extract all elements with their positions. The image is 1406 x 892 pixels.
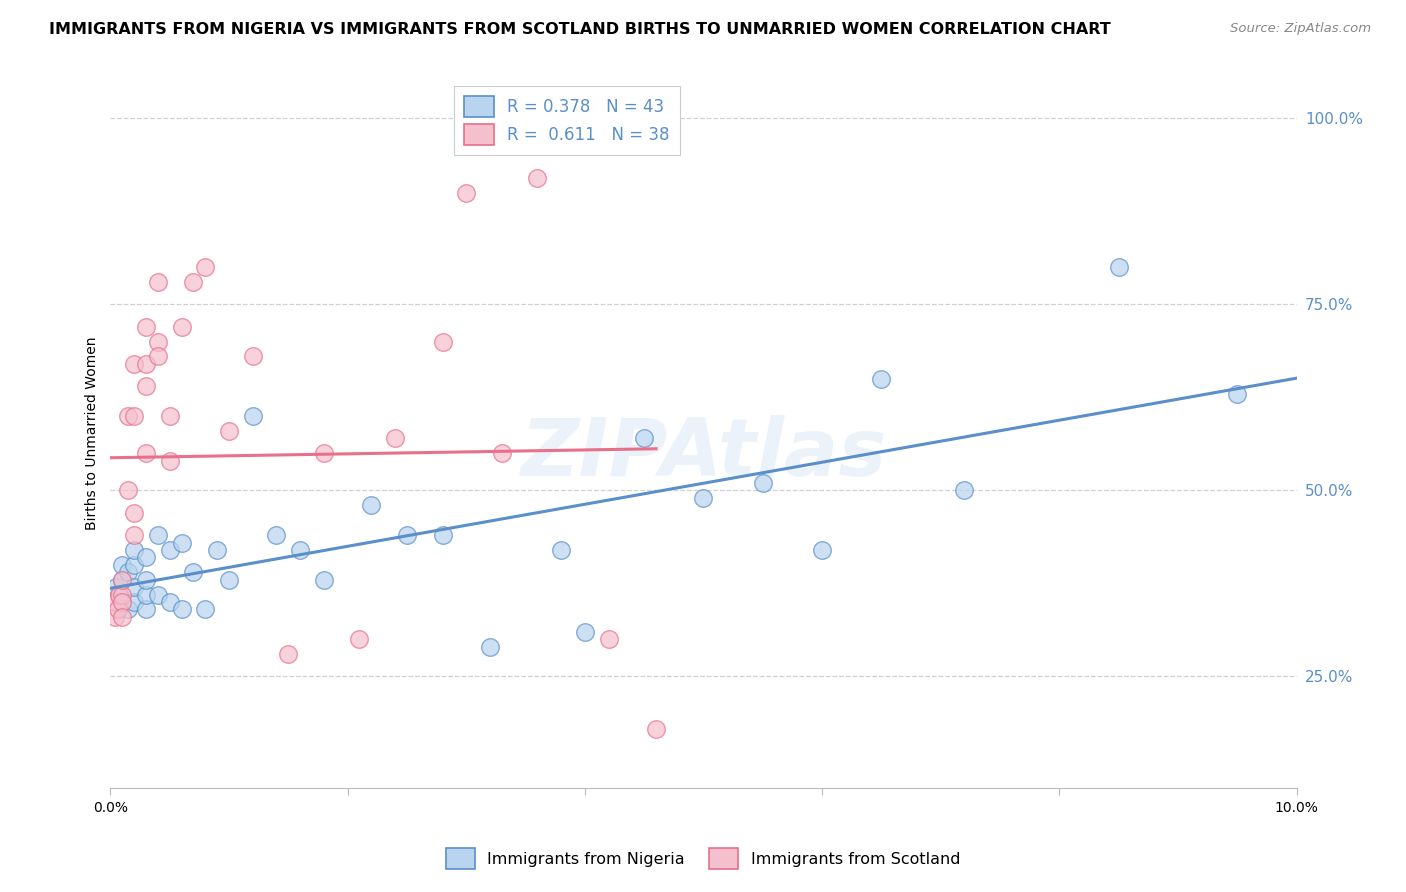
- Point: [242, 409, 264, 423]
- Point: [135, 357, 157, 371]
- Point: [111, 588, 134, 602]
- Point: [478, 640, 501, 654]
- Point: [122, 543, 145, 558]
- Point: [135, 573, 157, 587]
- Point: [117, 566, 139, 580]
- Point: [526, 170, 548, 185]
- Point: [218, 424, 240, 438]
- Text: ZIPAtlas: ZIPAtlas: [520, 415, 887, 493]
- Point: [111, 610, 134, 624]
- Y-axis label: Births to Unmarried Women: Births to Unmarried Women: [86, 336, 100, 530]
- Point: [384, 431, 406, 445]
- Point: [122, 528, 145, 542]
- Point: [159, 409, 181, 423]
- Point: [1108, 260, 1130, 275]
- Point: [117, 602, 139, 616]
- Point: [146, 350, 169, 364]
- Point: [870, 372, 893, 386]
- Legend: Immigrants from Nigeria, Immigrants from Scotland: Immigrants from Nigeria, Immigrants from…: [440, 842, 966, 875]
- Point: [574, 624, 596, 639]
- Point: [170, 535, 193, 549]
- Point: [159, 595, 181, 609]
- Point: [107, 588, 129, 602]
- Point: [159, 453, 181, 467]
- Point: [122, 558, 145, 572]
- Point: [432, 334, 454, 349]
- Point: [242, 350, 264, 364]
- Point: [122, 506, 145, 520]
- Point: [1226, 386, 1249, 401]
- Point: [312, 573, 335, 587]
- Point: [205, 543, 228, 558]
- Point: [105, 580, 128, 594]
- Point: [146, 588, 169, 602]
- Legend: R = 0.378   N = 43, R =  0.611   N = 38: R = 0.378 N = 43, R = 0.611 N = 38: [454, 86, 681, 155]
- Point: [290, 543, 312, 558]
- Text: IMMIGRANTS FROM NIGERIA VS IMMIGRANTS FROM SCOTLAND BIRTHS TO UNMARRIED WOMEN CO: IMMIGRANTS FROM NIGERIA VS IMMIGRANTS FR…: [49, 22, 1111, 37]
- Point: [105, 595, 128, 609]
- Point: [953, 483, 976, 498]
- Point: [122, 409, 145, 423]
- Point: [312, 446, 335, 460]
- Point: [277, 647, 299, 661]
- Point: [135, 379, 157, 393]
- Point: [633, 431, 655, 445]
- Point: [432, 528, 454, 542]
- Point: [111, 573, 134, 587]
- Point: [360, 498, 382, 512]
- Point: [135, 319, 157, 334]
- Point: [122, 580, 145, 594]
- Point: [550, 543, 572, 558]
- Point: [146, 275, 169, 289]
- Text: Source: ZipAtlas.com: Source: ZipAtlas.com: [1230, 22, 1371, 36]
- Point: [645, 722, 668, 736]
- Point: [692, 491, 714, 505]
- Point: [146, 334, 169, 349]
- Point: [135, 550, 157, 565]
- Point: [111, 558, 134, 572]
- Point: [122, 357, 145, 371]
- Point: [170, 319, 193, 334]
- Point: [170, 602, 193, 616]
- Point: [117, 409, 139, 423]
- Point: [811, 543, 834, 558]
- Point: [107, 602, 129, 616]
- Point: [349, 632, 371, 647]
- Point: [135, 588, 157, 602]
- Point: [104, 610, 127, 624]
- Point: [111, 573, 134, 587]
- Point: [194, 260, 217, 275]
- Point: [146, 528, 169, 542]
- Point: [752, 475, 775, 490]
- Point: [491, 446, 513, 460]
- Point: [395, 528, 418, 542]
- Point: [183, 275, 205, 289]
- Point: [117, 483, 139, 498]
- Point: [183, 566, 205, 580]
- Point: [159, 543, 181, 558]
- Point: [122, 595, 145, 609]
- Point: [598, 632, 620, 647]
- Point: [456, 186, 478, 200]
- Point: [107, 588, 129, 602]
- Point: [135, 602, 157, 616]
- Point: [111, 595, 134, 609]
- Point: [135, 446, 157, 460]
- Point: [218, 573, 240, 587]
- Point: [111, 595, 134, 609]
- Point: [194, 602, 217, 616]
- Point: [266, 528, 288, 542]
